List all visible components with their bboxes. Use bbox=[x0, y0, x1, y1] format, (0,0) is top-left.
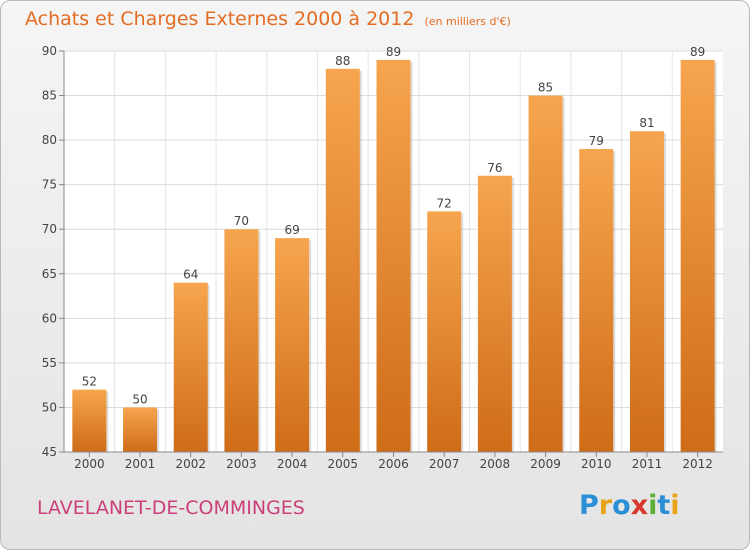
bar bbox=[173, 282, 208, 452]
commune-name: LAVELANET-DE-COMMINGES bbox=[37, 497, 305, 519]
x-tick-label: 2012 bbox=[682, 457, 713, 471]
bar-value-label: 72 bbox=[437, 196, 452, 210]
y-tick-label: 50 bbox=[42, 400, 57, 414]
bar bbox=[629, 131, 664, 452]
bar bbox=[325, 68, 360, 453]
logo-letter: x bbox=[630, 490, 649, 521]
chart-title: Achats et Charges Externes 2000 à 2012 (e… bbox=[25, 8, 511, 30]
bar-value-label: 81 bbox=[639, 116, 654, 130]
proxiti-logo: Proxiti bbox=[579, 490, 680, 521]
x-tick-label: 2010 bbox=[581, 457, 612, 471]
bar bbox=[477, 175, 512, 452]
bar bbox=[275, 238, 310, 452]
bar-value-label: 69 bbox=[284, 223, 299, 237]
x-tick-label: 2006 bbox=[378, 457, 409, 471]
x-tick-label: 2007 bbox=[429, 457, 460, 471]
y-tick-label: 65 bbox=[42, 267, 57, 281]
bar-value-label: 76 bbox=[487, 161, 502, 175]
y-tick-label: 75 bbox=[42, 178, 57, 192]
logo-letter: r bbox=[598, 490, 613, 521]
bar bbox=[680, 59, 715, 453]
y-tick-label: 90 bbox=[42, 44, 57, 58]
bar bbox=[579, 149, 614, 452]
bar-value-label: 52 bbox=[82, 375, 97, 389]
bar bbox=[224, 229, 259, 452]
bar-value-label: 85 bbox=[538, 81, 553, 95]
logo-letter: i bbox=[670, 490, 680, 521]
logo-letter: i bbox=[648, 490, 658, 521]
x-tick-label: 2000 bbox=[74, 457, 105, 471]
bar bbox=[123, 407, 158, 452]
bar-value-label: 79 bbox=[589, 134, 604, 148]
y-tick-label: 55 bbox=[42, 356, 57, 370]
bar bbox=[427, 211, 462, 452]
x-tick-label: 2003 bbox=[226, 457, 257, 471]
x-tick-label: 2001 bbox=[125, 457, 156, 471]
logo-letter: t bbox=[657, 490, 671, 521]
bar-value-label: 88 bbox=[335, 54, 350, 68]
chart-title-text: Achats et Charges Externes 2000 à 2012 bbox=[25, 8, 415, 30]
y-tick-label: 45 bbox=[42, 445, 57, 459]
x-tick-label: 2009 bbox=[530, 457, 561, 471]
y-tick-label: 85 bbox=[42, 89, 57, 103]
chart-subtitle: (en milliers d'€) bbox=[424, 15, 511, 28]
x-tick-label: 2005 bbox=[328, 457, 359, 471]
bar bbox=[376, 59, 411, 453]
x-tick-label: 2008 bbox=[480, 457, 511, 471]
bar-value-label: 50 bbox=[132, 392, 147, 406]
bar-value-label: 70 bbox=[234, 214, 249, 228]
y-tick-label: 80 bbox=[42, 133, 57, 147]
y-tick-label: 60 bbox=[42, 311, 57, 325]
logo-letter: o bbox=[612, 490, 631, 521]
bar bbox=[72, 389, 107, 452]
x-tick-label: 2004 bbox=[277, 457, 308, 471]
y-tick-label: 70 bbox=[42, 222, 57, 236]
bar-value-label: 64 bbox=[183, 268, 198, 282]
x-tick-label: 2011 bbox=[632, 457, 663, 471]
bar-value-label: 89 bbox=[386, 45, 401, 59]
bar bbox=[528, 95, 563, 453]
logo-letter: P bbox=[579, 490, 599, 521]
bar-value-label: 89 bbox=[690, 45, 705, 59]
x-tick-label: 2002 bbox=[175, 457, 206, 471]
